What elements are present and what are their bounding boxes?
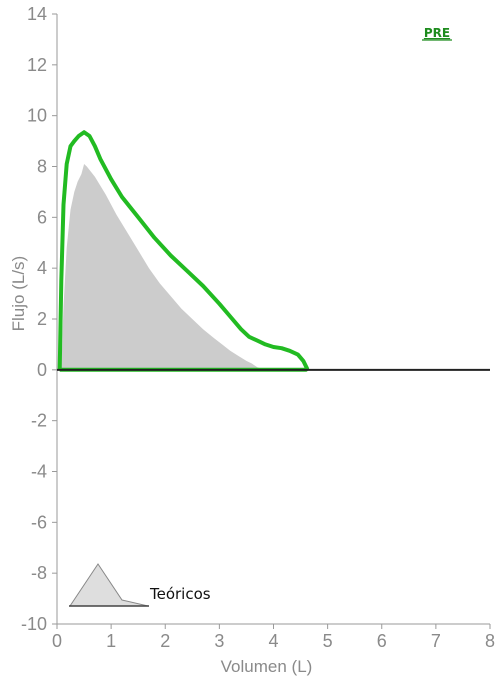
- y-tick-label: -6: [31, 512, 47, 532]
- x-tick-label: 8: [485, 631, 495, 651]
- pre-link[interactable]: PRE: [424, 26, 450, 40]
- x-tick-label: 1: [106, 631, 116, 651]
- y-tick-label: 0: [37, 360, 47, 380]
- y-tick-label: -10: [21, 614, 47, 634]
- x-tick-label: 2: [160, 631, 170, 651]
- x-tick-label: 0: [52, 631, 62, 651]
- y-tick-label: 2: [37, 309, 47, 329]
- y-tick-label: 8: [37, 157, 47, 177]
- y-tick-label: 14: [27, 4, 47, 24]
- x-tick-label: 4: [268, 631, 278, 651]
- measured-flow-volume-loop: [57, 130, 310, 372]
- x-axis-title: Volumen (L): [221, 657, 313, 676]
- legend-label: Teóricos: [149, 585, 211, 603]
- x-tick-label: 7: [431, 631, 441, 651]
- y-tick-label: 4: [37, 258, 47, 278]
- y-tick-label: 6: [37, 207, 47, 227]
- x-tick-label: 3: [214, 631, 224, 651]
- y-tick-label: 10: [27, 106, 47, 126]
- predicted-area: [61, 164, 266, 370]
- y-tick-label: -4: [31, 462, 47, 482]
- x-tick-label: 5: [323, 631, 333, 651]
- x-tick-label: 6: [377, 631, 387, 651]
- y-tick-label: -8: [31, 563, 47, 583]
- y-tick-label: 12: [27, 55, 47, 75]
- y-axis-title: Flujo (L/s): [9, 256, 28, 332]
- y-tick-label: -2: [31, 411, 47, 431]
